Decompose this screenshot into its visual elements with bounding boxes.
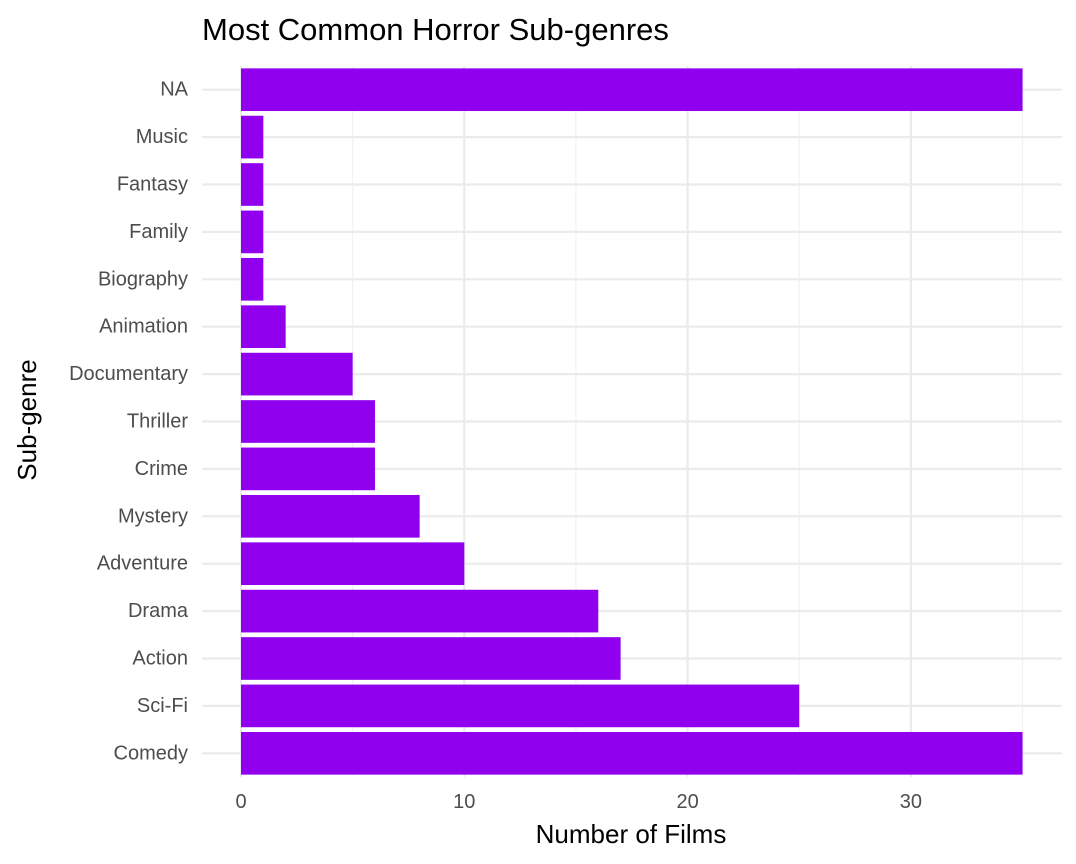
- bars: [241, 68, 1023, 775]
- bar-fantasy: [241, 163, 264, 206]
- bar-biography: [241, 257, 264, 301]
- y-tick-label: Animation: [99, 316, 188, 338]
- y-tick-label: Thriller: [127, 411, 188, 433]
- y-tick-label: Sci-Fi: [137, 695, 188, 717]
- y-tick-label: Fantasy: [117, 174, 188, 196]
- bar-adventure: [241, 542, 465, 586]
- x-tick-label: 30: [900, 791, 922, 813]
- bar-thriller: [241, 400, 375, 443]
- bar-sci-fi: [241, 684, 800, 728]
- x-axis-ticks: 0 10 20 30: [235, 791, 922, 813]
- y-tick-label: Adventure: [97, 553, 188, 575]
- bar-music: [241, 115, 264, 159]
- x-tick-label: 0: [235, 791, 246, 813]
- y-tick-label: Biography: [98, 268, 188, 290]
- y-axis-title: Sub-genre: [12, 359, 42, 480]
- y-tick-label: Drama: [128, 600, 189, 622]
- bar-drama: [241, 589, 599, 633]
- bar-na: [241, 68, 1023, 112]
- y-tick-label: Mystery: [118, 505, 188, 527]
- bar-animation: [241, 305, 286, 349]
- bar-mystery: [241, 494, 420, 538]
- bar-action: [241, 637, 621, 680]
- y-tick-label: Documentary: [69, 363, 188, 385]
- bar-documentary: [241, 352, 353, 396]
- y-tick-label: Crime: [135, 458, 188, 480]
- y-tick-label: NA: [160, 79, 188, 101]
- bar-comedy: [241, 731, 1023, 775]
- y-tick-label: Family: [129, 221, 188, 243]
- y-tick-label: Music: [136, 126, 188, 148]
- x-tick-label: 20: [676, 791, 698, 813]
- y-tick-label: Action: [132, 648, 188, 670]
- x-tick-label: 10: [453, 791, 475, 813]
- bar-family: [241, 210, 264, 254]
- y-tick-label: Comedy: [114, 742, 188, 764]
- x-axis-title: Number of Films: [536, 819, 727, 849]
- chart-title: Most Common Horror Sub-genres: [202, 12, 669, 47]
- y-axis-ticks: Comedy Sci-Fi Action Drama Adventure Mystery C…: [69, 79, 189, 765]
- bar-crime: [241, 447, 375, 491]
